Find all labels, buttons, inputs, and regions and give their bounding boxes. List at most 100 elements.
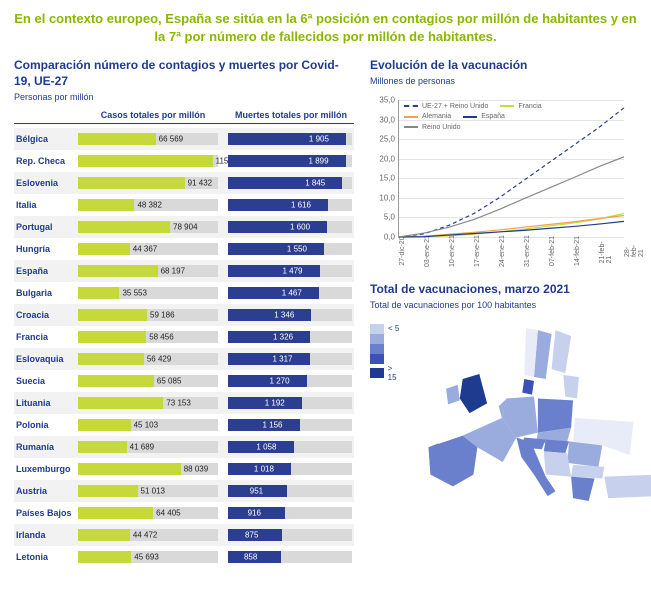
table-row: Eslovenia91 432 1 845 [14,172,354,194]
country-name: Italia [14,200,78,210]
cases-bar: 68 197 [78,265,218,277]
cases-bar: 59 186 [78,309,218,321]
country-name: España [14,266,78,276]
table-subtitle: Personas por millón [14,92,354,102]
map-austria [520,437,545,449]
cases-bar: 73 153 [78,397,218,409]
cases-bar: 44 367 [78,243,218,255]
table-row: Francia58 456 1 326 [14,326,354,348]
table-row: España68 197 1 479 [14,260,354,282]
map-turkey [604,474,651,497]
map-svg [409,318,651,518]
table-row: Italia48 382 1 616 [14,194,354,216]
country-name: Bélgica [14,134,78,144]
deaths-bar: 1 156 [228,419,352,431]
table-body: Bélgica66 569 1 905 Rep. Checa115 369 1 899… [14,128,354,568]
deaths-bar: 1 550 [228,243,352,255]
table-row: Rumanía41 689 1 058 [14,436,354,458]
table-row: Rep. Checa115 369 1 899 [14,150,354,172]
deaths-bar: 1 018 [228,463,352,475]
deaths-bar: 1 616 [228,199,352,211]
country-name: Rep. Checa [14,156,78,166]
deaths-bar: 1 899 [228,155,352,167]
map-poland [538,398,573,432]
deaths-bar: 1 192 [228,397,352,409]
table-title: Comparación número de contagios y muerte… [14,58,354,89]
map-panel: Total de vacunaciones, marzo 2021 Total … [370,282,651,518]
deaths-bar: 1 317 [228,353,352,365]
table-row: Bélgica66 569 1 905 [14,128,354,150]
deaths-bar: 951 [228,485,352,497]
map-balkans [544,451,571,476]
cases-bar: 41 689 [78,441,218,453]
cases-bar: 66 569 [78,133,218,145]
map-title: Total de vacunaciones, marzo 2021 [370,282,651,298]
table-row: Lituania73 153 1 192 [14,392,354,414]
country-name: Eslovenia [14,178,78,188]
deaths-bar: 1 845 [228,177,352,189]
map-ireland [446,384,460,404]
map-portugal [429,443,441,476]
country-name: Bulgaria [14,288,78,298]
country-name: Rumanía [14,442,78,452]
country-name: Suecia [14,376,78,386]
deaths-bar: 1 058 [228,441,352,453]
map-subtitle: Total de vacunaciones por 100 habitantes [370,300,651,310]
cases-bar: 51 013 [78,485,218,497]
table-row: Luxemburgo88 039 1 018 [14,458,354,480]
table-row: Suecia65 085 1 270 [14,370,354,392]
map-greece [571,476,594,500]
map-baltics [563,375,579,398]
table-row: Países Bajos64 405 916 [14,502,354,524]
table-row: Croacia59 1861 346 [14,304,354,326]
cases-bar: 48 382 [78,199,218,211]
map-romania [567,441,602,466]
cases-bar: 35 553 [78,287,218,299]
table-row: Austria51 013 951 [14,480,354,502]
map-scand-dk [522,379,534,395]
deaths-bar: 916 [228,507,352,519]
cases-bar: 78 904 [78,221,218,233]
table-row: Letonia45 693858 [14,546,354,568]
country-name: Letonia [14,552,78,562]
cases-bar: 115 369 [78,155,218,167]
country-name: Irlanda [14,530,78,540]
deaths-bar: 1 600 [228,221,352,233]
deaths-bar: 1 479 [228,265,352,277]
country-name: Luxemburgo [14,464,78,474]
deaths-bar: 1 326 [228,331,352,343]
table-row: Portugal78 9041 600 [14,216,354,238]
page-headline: En el contexto europeo, España se sitúa … [14,10,637,46]
deaths-bar: 1 270 [228,375,352,387]
deaths-bar: 875 [228,529,352,541]
linechart-subtitle: Millones de personas [370,76,651,86]
map-uk [460,374,487,413]
table-row: Hungría44 3671 550 [14,238,354,260]
cases-bar: 44 472 [78,529,218,541]
linechart-panel: Evolución de la vacunación Millones de p… [370,58,651,264]
cases-bar: 88 039 [78,463,218,475]
cases-bar: 64 405 [78,507,218,519]
cases-bar: 45 103 [78,419,218,431]
country-name: Croacia [14,310,78,320]
country-name: Eslovaquia [14,354,78,364]
cases-bar: 65 085 [78,375,218,387]
table-row: Irlanda44 472 875 [14,524,354,546]
cases-bar: 91 432 [78,177,218,189]
country-name: Lituania [14,398,78,408]
country-name: Polonia [14,420,78,430]
cases-bar: 58 456 [78,331,218,343]
deaths-bar: 858 [228,551,352,563]
country-name: Países Bajos [14,508,78,518]
table-row: Bulgaria35 553 1 467 [14,282,354,304]
map-legend: < 5 > 15 [370,324,403,514]
header-cases: Casos totales por millón [78,110,228,120]
country-name: Francia [14,332,78,342]
deaths-bar: 1 467 [228,287,352,299]
country-name: Austria [14,486,78,496]
map-finland [552,330,572,373]
deaths-bar: 1 905 [228,133,352,145]
linechart-title: Evolución de la vacunación [370,58,651,74]
map-hungary [544,439,569,453]
table-row: Eslovaquia56 4291 317 [14,348,354,370]
